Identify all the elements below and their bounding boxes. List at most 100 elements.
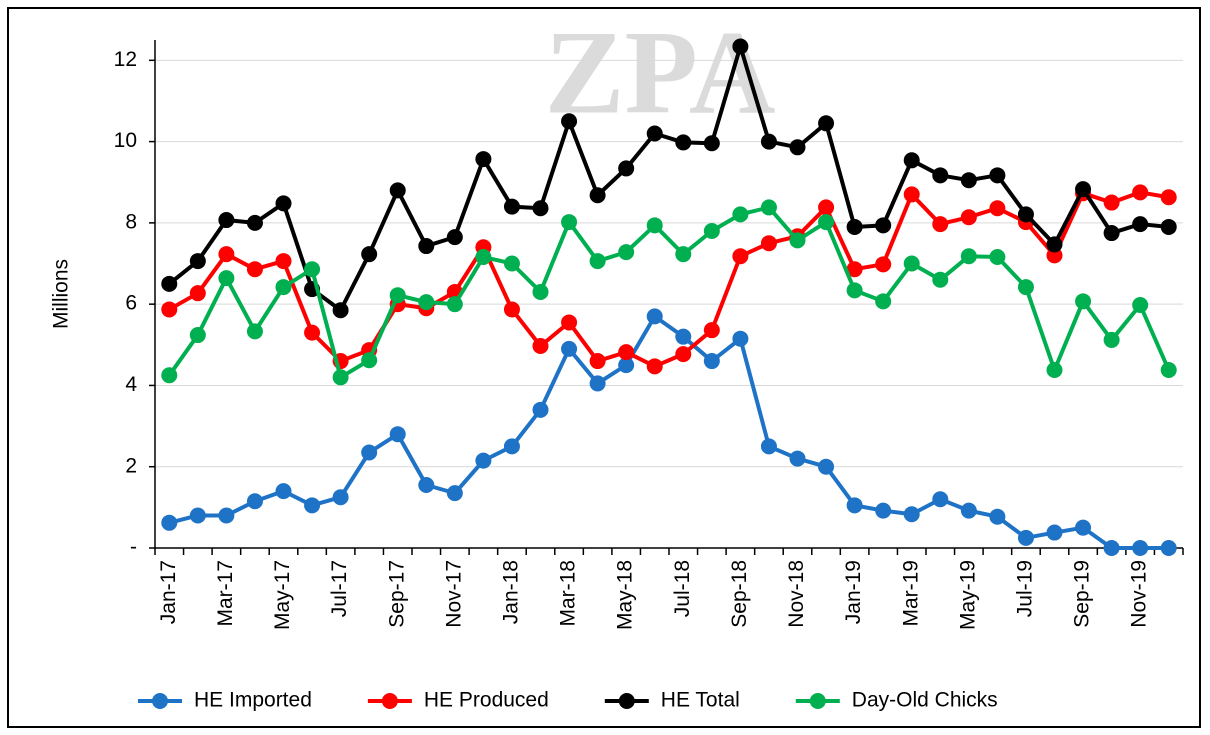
data-point [447,296,463,312]
data-point [1104,225,1120,241]
x-tick-label: Jan-18 [499,560,522,624]
data-point [247,215,263,231]
data-point [1104,332,1120,348]
data-point [732,206,748,222]
data-point [704,135,720,151]
x-tick-label: Mar-18 [557,560,580,627]
data-point [475,151,491,167]
x-tick-label: Jul-18 [671,560,694,617]
data-point [247,493,263,509]
data-point [932,491,948,507]
data-point [1047,362,1063,378]
legend-label: Day-Old Chicks [852,689,998,712]
legend-label: HE Total [661,689,740,712]
data-point [390,182,406,198]
data-point [218,246,234,262]
data-point [590,353,606,369]
data-point [447,229,463,245]
y-tick-label: 2 [125,454,137,477]
data-point [761,438,777,454]
data-point [190,507,206,523]
data-point [761,235,777,251]
data-point [418,294,434,310]
data-point [1132,184,1148,200]
data-point [218,270,234,286]
data-point [989,509,1005,525]
y-tick-label: 10 [114,129,137,152]
data-point [675,329,691,345]
data-point [875,293,891,309]
data-point [533,284,549,300]
data-point [904,256,920,272]
data-point [1132,216,1148,232]
data-point [361,246,377,262]
y-tick-label: - [130,536,137,559]
data-point [1161,189,1177,205]
x-tick-label: Mar-19 [899,560,922,627]
data-point [961,248,977,264]
data-point [704,322,720,338]
data-point [847,497,863,513]
x-tick-label: May-19 [956,560,979,630]
data-point [1018,530,1034,546]
data-point [533,200,549,216]
data-point [847,282,863,298]
legend-marker [152,693,168,709]
data-point [418,477,434,493]
data-point [790,139,806,155]
y-tick-label: 8 [125,210,137,233]
data-point [847,219,863,235]
x-tick-label: Jan-19 [842,560,865,624]
data-point [1075,293,1091,309]
y-tick-label: 4 [125,373,137,396]
data-point [647,308,663,324]
data-point [704,223,720,239]
data-point [704,353,720,369]
data-point [932,167,948,183]
data-point [533,338,549,354]
data-point [561,113,577,129]
data-point [247,261,263,277]
legend-label: HE Produced [424,689,549,712]
data-point [1104,195,1120,211]
x-tick-label: Nov-18 [785,560,808,628]
data-point [647,358,663,374]
data-point [1018,279,1034,295]
data-point [161,367,177,383]
data-point [161,276,177,292]
data-point [904,506,920,522]
data-point [533,402,549,418]
data-point [590,187,606,203]
data-point [247,323,263,339]
data-point [1161,540,1177,556]
data-point [675,346,691,362]
data-point [504,256,520,272]
data-point [818,199,834,215]
data-point [675,246,691,262]
data-point [1047,236,1063,252]
data-point [818,115,834,131]
data-point [218,212,234,228]
data-point [875,217,891,233]
data-point [790,451,806,467]
data-point [1018,206,1034,222]
chart: ZPA Millions -24681012Jan-17Mar-17May-17… [0,0,1210,735]
data-point [561,314,577,330]
data-point [875,256,891,272]
data-point [732,39,748,55]
data-point [561,214,577,230]
data-point [304,325,320,341]
y-tick-label: 6 [125,292,137,315]
x-tick-label: Jul-17 [328,560,351,617]
data-point [390,426,406,442]
data-point [390,287,406,303]
data-point [761,134,777,150]
data-point [1075,181,1091,197]
x-tick-label: Sep-17 [385,560,408,628]
data-point [190,285,206,301]
data-point [1104,540,1120,556]
data-point [333,369,349,385]
data-point [961,503,977,519]
data-point [304,497,320,513]
data-point [590,375,606,391]
